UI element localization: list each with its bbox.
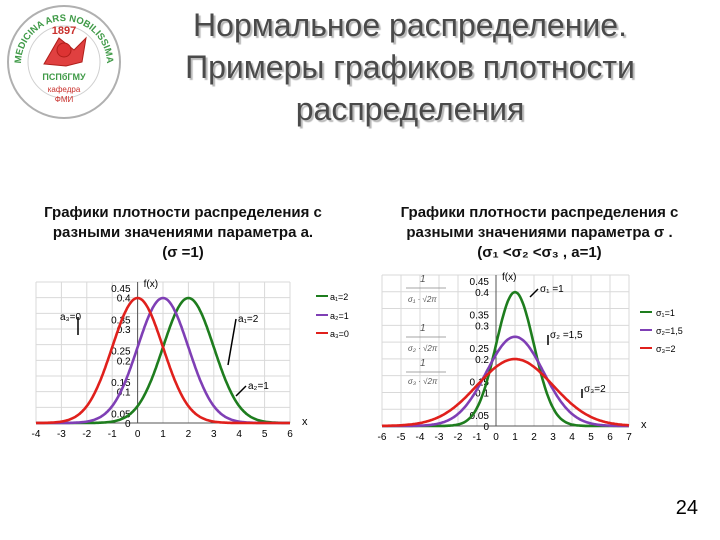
annotation-label: a₃=0	[60, 312, 81, 323]
annotation-label: a₁=2	[238, 314, 259, 325]
x-tick-label: 4	[236, 429, 242, 440]
right-panel-caption: Графики плотности распределения с разным…	[362, 203, 717, 263]
x-tick-label: 6	[287, 429, 293, 440]
x-tick-label: 7	[626, 432, 632, 443]
y-tick-label: 0.25	[111, 347, 131, 358]
y-axis-label: f(x)	[502, 272, 516, 283]
y-tick-label: 0.25	[470, 344, 490, 355]
x-tick-label: 3	[550, 432, 556, 443]
annotation-label: a₂=1	[248, 381, 269, 392]
y-tick-label: 0.4	[117, 294, 131, 305]
y-tick-label: 0.45	[470, 277, 490, 288]
title-line-1: Нормальное распределение.	[193, 7, 627, 43]
title-line-2: Примеры графиков плотности	[185, 49, 635, 85]
series-line	[35, 296, 290, 425]
logo-name: ПСПбГМУ	[42, 72, 86, 82]
formula-label: σ₃ · √2π	[408, 377, 438, 386]
x-axis-label: x	[302, 416, 308, 428]
left-caption-line-3: (σ =1)	[162, 244, 204, 261]
right-caption-line-2: разными значениями параметра σ .	[406, 224, 673, 241]
legend-label: a₂=1	[330, 311, 349, 321]
annotation-label: σ₃=2	[584, 384, 606, 395]
x-tick-label: -1	[473, 432, 482, 443]
left-panel-caption: Графики плотности распределения с разным…	[8, 203, 358, 263]
left-caption-line-2: разными значениями параметра a.	[52, 224, 314, 241]
series-line	[381, 357, 630, 428]
x-tick-label: -2	[454, 432, 463, 443]
annotation-pointer	[235, 385, 247, 397]
y-tick-label: 0.3	[475, 321, 489, 332]
x-tick-label: 1	[160, 429, 166, 440]
left-caption-line-1: Графики плотности распределения с	[44, 204, 322, 221]
legend-label: σ₃=2	[656, 344, 675, 354]
logo-year: 1897	[52, 25, 76, 37]
x-tick-label: -4	[32, 429, 41, 440]
logo-dept-2: ФМИ	[55, 95, 74, 104]
annotation-pointer	[227, 318, 237, 366]
y-tick-label: 0.15	[111, 378, 131, 389]
y-tick-label: 0.1	[117, 388, 131, 399]
right-caption-line-3: (σ₁ <σ₂ <σ₃ , a=1)	[477, 244, 602, 261]
x-tick-label: 3	[211, 429, 217, 440]
x-tick-label: -5	[397, 432, 406, 443]
x-tick-label: -2	[82, 429, 91, 440]
x-tick-label: 1	[512, 432, 518, 443]
y-tick-label: 0.35	[470, 311, 490, 322]
x-tick-label: 5	[588, 432, 594, 443]
y-tick-label: 0	[483, 422, 489, 433]
x-tick-label: 2	[186, 429, 192, 440]
y-tick-label: 0.4	[475, 288, 489, 299]
x-tick-label: 4	[569, 432, 575, 443]
x-tick-label: -4	[416, 432, 425, 443]
x-tick-label: 6	[607, 432, 613, 443]
x-tick-label: -6	[378, 432, 387, 443]
title-line-3: распределения	[295, 91, 525, 127]
x-tick-label: -3	[435, 432, 444, 443]
y-tick-label: 0.2	[475, 355, 489, 366]
university-logo: MEDICINA ARS NOBILISSIMA 1897 ПСПбГМУ ка…	[7, 5, 121, 119]
right-caption-line-1: Графики плотности распределения с	[400, 204, 679, 221]
formula-label: 1	[420, 358, 426, 369]
y-tick-label: 0.05	[111, 409, 131, 420]
y-axis-label: f(x)	[144, 279, 158, 290]
x-tick-label: -1	[108, 429, 117, 440]
formula-label: σ₁ · √2π	[408, 295, 437, 304]
formula-label: σ₂ · √2π	[408, 344, 438, 353]
logo-dept-1: кафедра	[48, 85, 81, 94]
series-line	[382, 335, 629, 428]
x-axis-label: x	[641, 419, 647, 431]
x-tick-label: 2	[531, 432, 537, 443]
formula-label: 1	[420, 323, 426, 334]
annotation-label: σ₂ =1,5	[550, 330, 583, 341]
x-tick-label: -3	[57, 429, 66, 440]
x-tick-label: 5	[262, 429, 268, 440]
y-tick-label: 0.3	[117, 325, 131, 336]
legend-label: σ₂=1,5	[656, 326, 683, 336]
y-tick-label: 0.05	[470, 411, 490, 422]
y-tick-label: 0.2	[117, 356, 131, 367]
x-tick-label: 0	[493, 432, 499, 443]
page-number: 24	[675, 497, 698, 519]
annotation-label: σ₁ =1	[540, 284, 564, 295]
x-tick-label: 0	[135, 429, 141, 440]
legend-label: a₁=2	[330, 292, 348, 302]
annotation-pointer	[529, 288, 539, 298]
slide-title: Нормальное распределение. Примеры график…	[130, 4, 690, 130]
formula-label: 1	[420, 274, 426, 285]
legend-label: σ₁=1	[656, 308, 675, 318]
legend-label: a₃=0	[330, 329, 349, 339]
y-tick-label: 0	[125, 419, 131, 430]
y-tick-label: 0.45	[111, 284, 131, 295]
